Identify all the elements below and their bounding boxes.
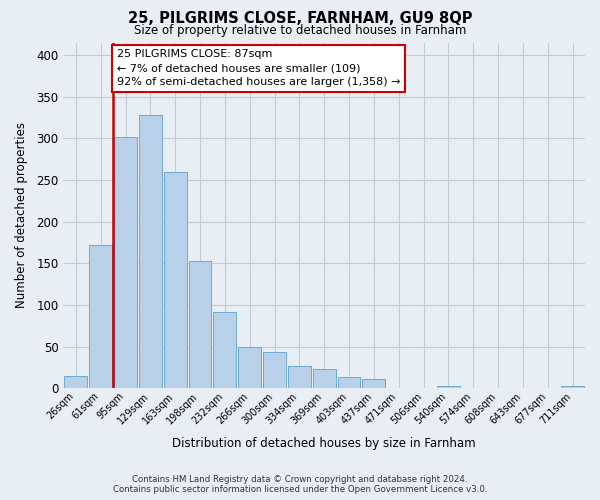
Bar bbox=[263, 352, 286, 388]
Bar bbox=[64, 376, 87, 388]
Text: Contains HM Land Registry data © Crown copyright and database right 2024.
Contai: Contains HM Land Registry data © Crown c… bbox=[113, 474, 487, 494]
Bar bbox=[214, 312, 236, 388]
Bar bbox=[338, 378, 361, 388]
Y-axis label: Number of detached properties: Number of detached properties bbox=[15, 122, 28, 308]
X-axis label: Distribution of detached houses by size in Farnham: Distribution of detached houses by size … bbox=[172, 437, 476, 450]
Bar bbox=[238, 346, 261, 388]
Bar bbox=[89, 245, 112, 388]
Bar bbox=[561, 386, 584, 388]
Bar bbox=[139, 115, 162, 388]
Bar bbox=[188, 260, 211, 388]
Bar bbox=[313, 369, 335, 388]
Text: Size of property relative to detached houses in Farnham: Size of property relative to detached ho… bbox=[134, 24, 466, 37]
Text: 25 PILGRIMS CLOSE: 87sqm
← 7% of detached houses are smaller (109)
92% of semi-d: 25 PILGRIMS CLOSE: 87sqm ← 7% of detache… bbox=[117, 49, 400, 87]
Bar bbox=[362, 379, 385, 388]
Bar bbox=[288, 366, 311, 388]
Bar bbox=[437, 386, 460, 388]
Text: 25, PILGRIMS CLOSE, FARNHAM, GU9 8QP: 25, PILGRIMS CLOSE, FARNHAM, GU9 8QP bbox=[128, 11, 472, 26]
Bar bbox=[164, 172, 187, 388]
Bar bbox=[114, 136, 137, 388]
